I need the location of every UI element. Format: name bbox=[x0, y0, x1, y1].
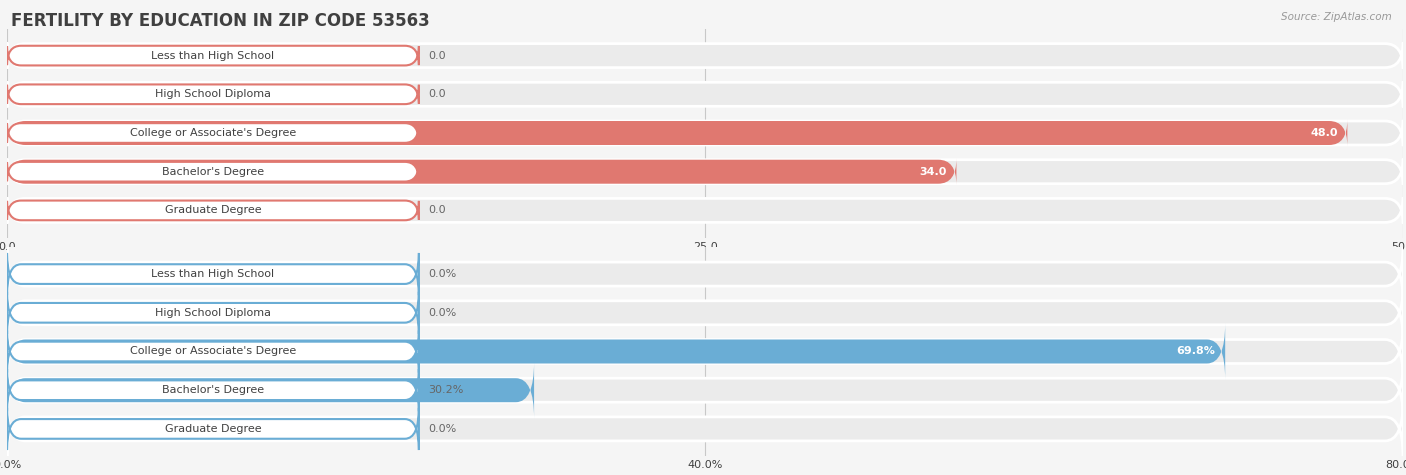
Text: Less than High School: Less than High School bbox=[152, 269, 274, 279]
FancyBboxPatch shape bbox=[7, 197, 1403, 224]
FancyBboxPatch shape bbox=[7, 323, 1403, 380]
Text: 0.0%: 0.0% bbox=[429, 308, 457, 318]
Text: 0.0: 0.0 bbox=[429, 51, 446, 61]
FancyBboxPatch shape bbox=[7, 292, 419, 334]
FancyBboxPatch shape bbox=[7, 253, 419, 295]
FancyBboxPatch shape bbox=[7, 120, 1403, 146]
Text: Source: ZipAtlas.com: Source: ZipAtlas.com bbox=[1281, 12, 1392, 22]
Text: 0.0: 0.0 bbox=[429, 205, 446, 215]
Text: High School Diploma: High School Diploma bbox=[155, 89, 271, 99]
FancyBboxPatch shape bbox=[7, 42, 1403, 69]
FancyBboxPatch shape bbox=[7, 285, 1403, 341]
FancyBboxPatch shape bbox=[7, 85, 419, 104]
Text: College or Associate's Degree: College or Associate's Degree bbox=[129, 128, 297, 138]
Text: 0.0: 0.0 bbox=[429, 89, 446, 99]
Text: Bachelor's Degree: Bachelor's Degree bbox=[162, 167, 264, 177]
FancyBboxPatch shape bbox=[7, 159, 956, 185]
Text: Less than High School: Less than High School bbox=[152, 51, 274, 61]
FancyBboxPatch shape bbox=[7, 323, 1225, 380]
FancyBboxPatch shape bbox=[7, 120, 1347, 146]
FancyBboxPatch shape bbox=[7, 46, 419, 66]
FancyBboxPatch shape bbox=[7, 200, 419, 220]
Text: College or Associate's Degree: College or Associate's Degree bbox=[129, 346, 297, 357]
FancyBboxPatch shape bbox=[7, 123, 419, 143]
Text: FERTILITY BY EDUCATION IN ZIP CODE 53563: FERTILITY BY EDUCATION IN ZIP CODE 53563 bbox=[11, 12, 430, 30]
FancyBboxPatch shape bbox=[7, 246, 1403, 303]
Text: Graduate Degree: Graduate Degree bbox=[165, 424, 262, 434]
FancyBboxPatch shape bbox=[7, 331, 419, 372]
FancyBboxPatch shape bbox=[7, 81, 1403, 107]
FancyBboxPatch shape bbox=[7, 362, 1403, 418]
FancyBboxPatch shape bbox=[7, 162, 419, 181]
FancyBboxPatch shape bbox=[7, 362, 534, 418]
Text: 69.8%: 69.8% bbox=[1177, 346, 1215, 357]
Text: High School Diploma: High School Diploma bbox=[155, 308, 271, 318]
Text: Bachelor's Degree: Bachelor's Degree bbox=[162, 385, 264, 395]
Text: 34.0: 34.0 bbox=[920, 167, 946, 177]
Text: 48.0: 48.0 bbox=[1310, 128, 1337, 138]
Text: Graduate Degree: Graduate Degree bbox=[165, 205, 262, 215]
FancyBboxPatch shape bbox=[7, 369, 419, 411]
Text: 0.0%: 0.0% bbox=[429, 424, 457, 434]
Text: 30.2%: 30.2% bbox=[429, 385, 464, 395]
Text: 0.0%: 0.0% bbox=[429, 269, 457, 279]
FancyBboxPatch shape bbox=[7, 159, 1403, 185]
FancyBboxPatch shape bbox=[7, 400, 1403, 457]
FancyBboxPatch shape bbox=[7, 408, 419, 450]
